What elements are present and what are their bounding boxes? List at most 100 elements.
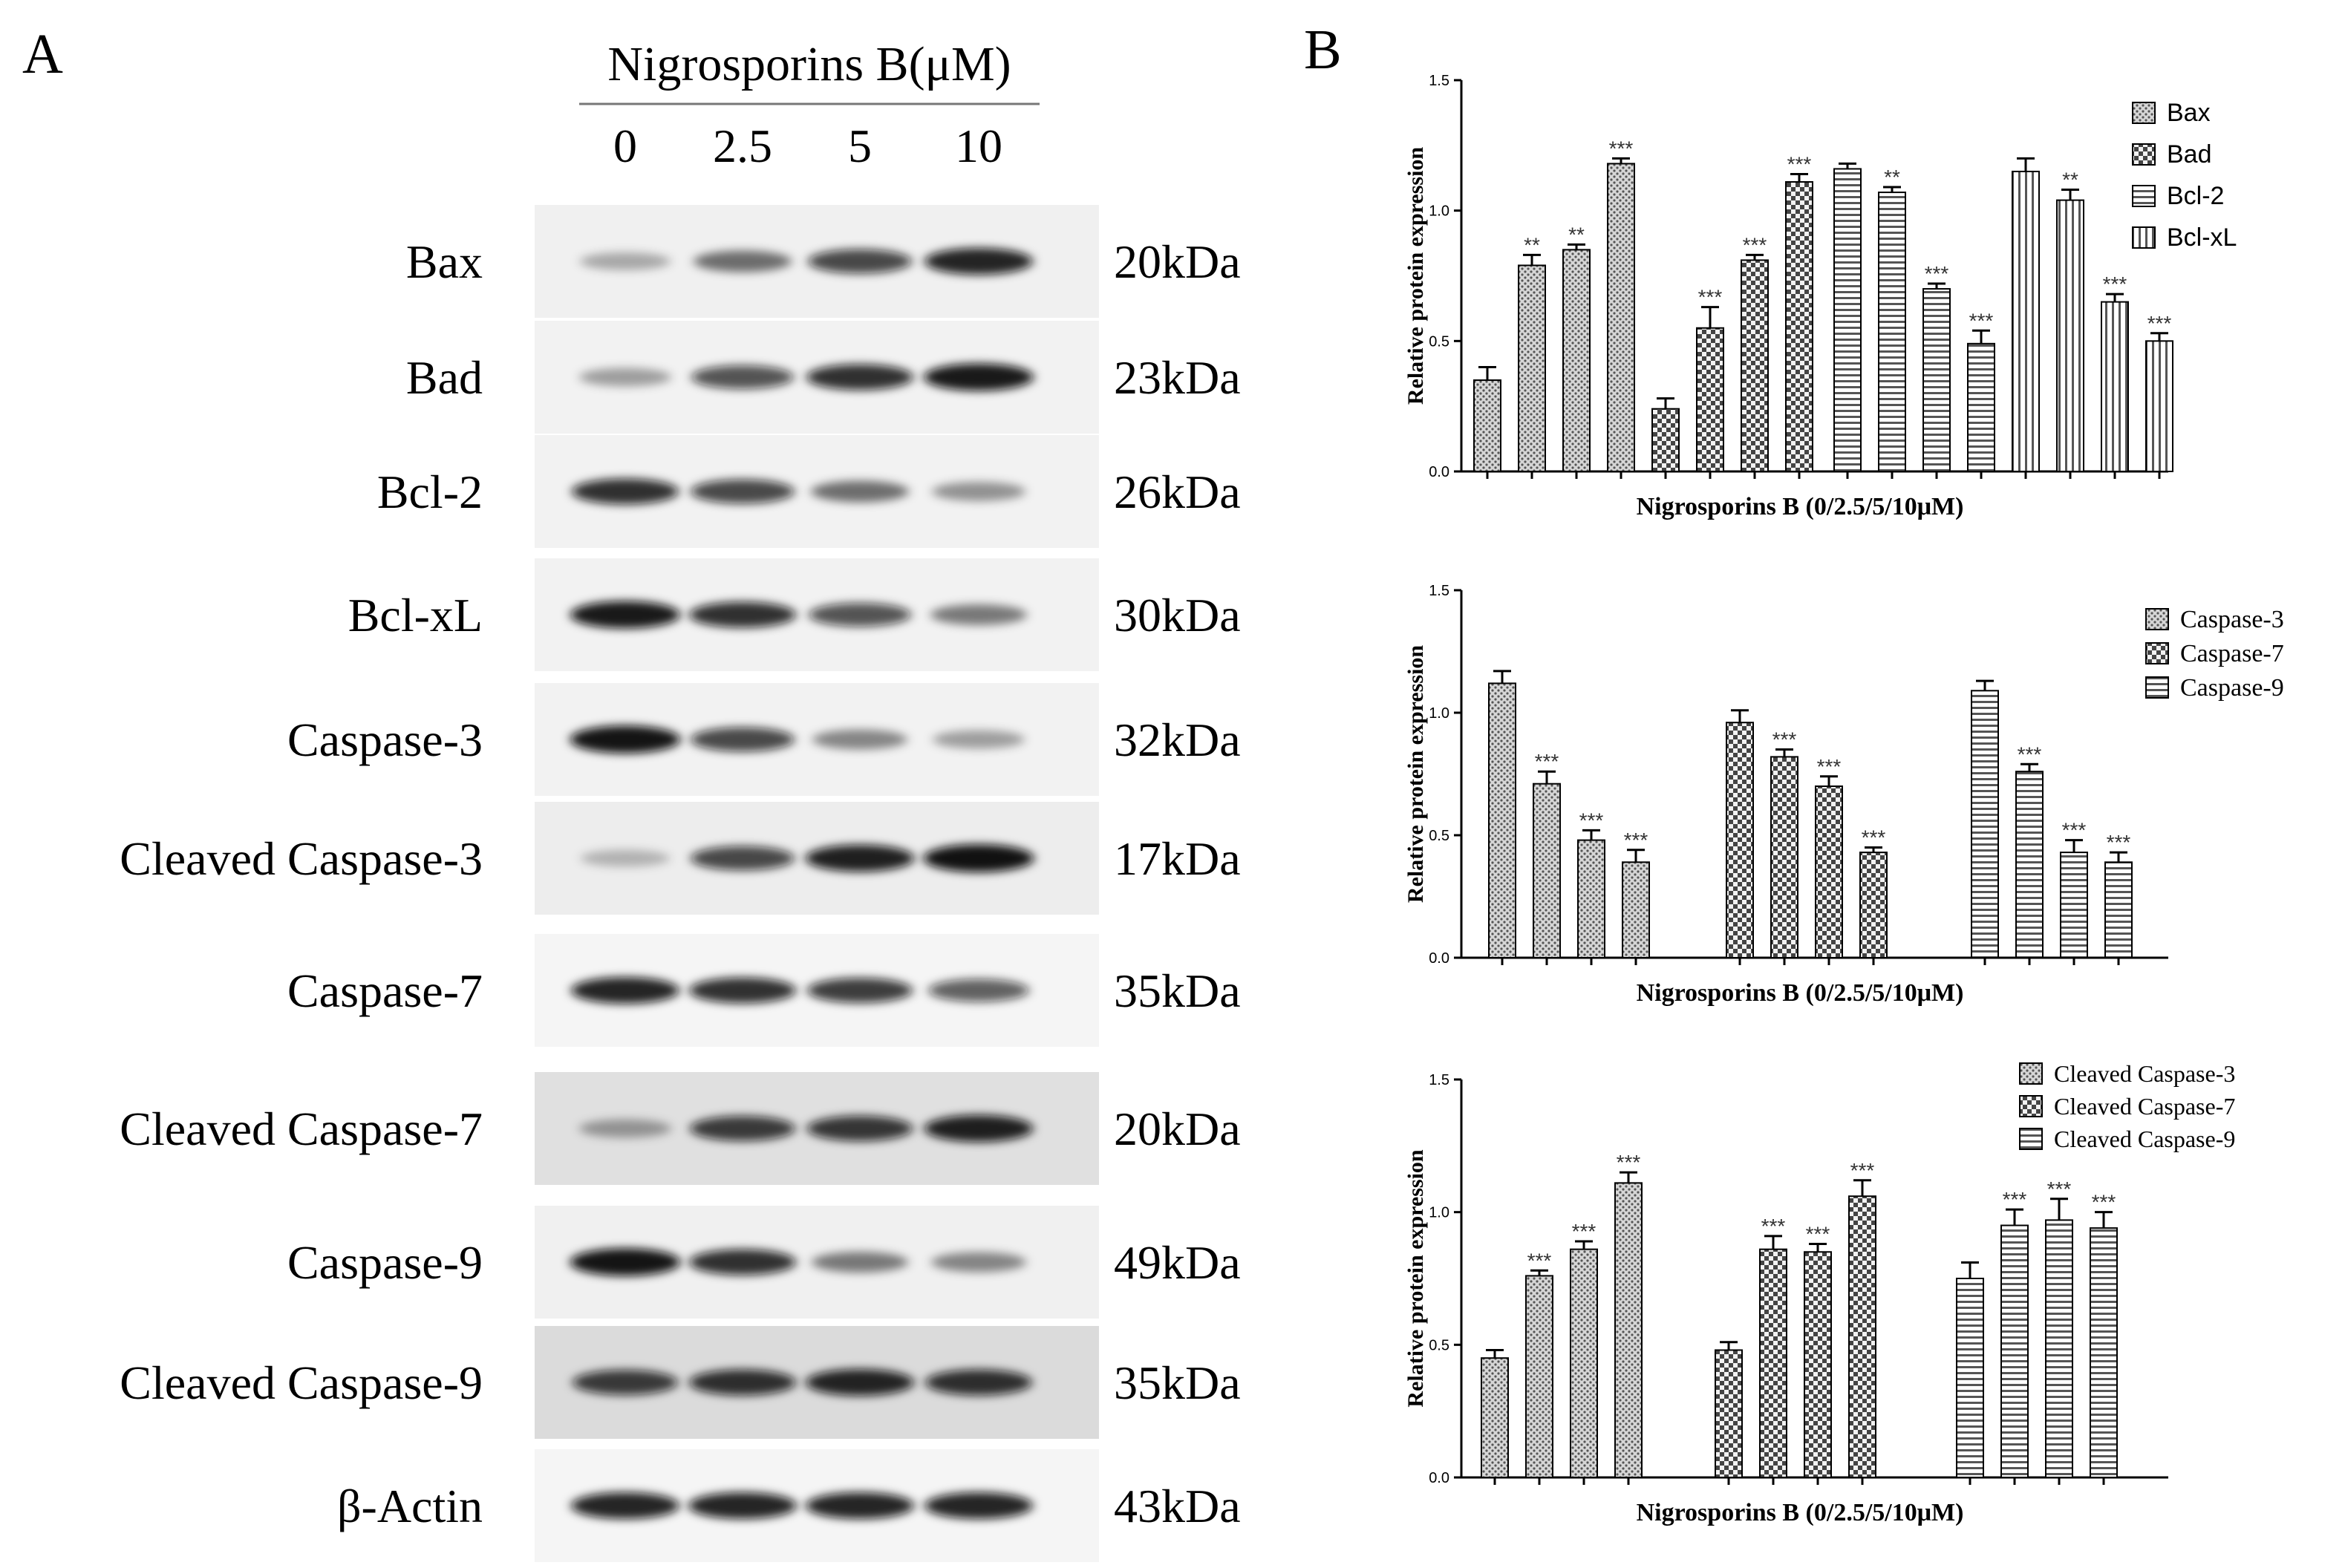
significance-marker: *** [1579, 808, 1604, 832]
y-tick-label: 1.5 [1429, 1072, 1449, 1088]
kda-label: 26kDa [1114, 466, 1241, 518]
significance-marker: *** [1817, 755, 1842, 778]
blot-band [812, 1252, 908, 1273]
kda-label: 32kDa [1114, 713, 1241, 766]
blot-band [690, 1116, 795, 1141]
legend-swatch [2019, 1128, 2043, 1150]
legend-label: Caspase-7 [2180, 640, 2284, 667]
blot-row: Cleaved Caspase-7 20kDa [120, 1072, 1241, 1185]
protein-label: Caspase-3 [287, 713, 483, 766]
dose-label: 10 [955, 120, 1002, 172]
significance-marker: *** [2092, 1191, 2116, 1214]
protein-label: β-Actin [337, 1480, 483, 1532]
bar [1518, 264, 1546, 472]
blot-band [691, 727, 795, 752]
blot-band [571, 977, 679, 1004]
bar [2012, 170, 2040, 472]
blot-band [579, 1119, 671, 1138]
blot-row: Bad 23kDa [406, 321, 1241, 434]
legend-swatch [2132, 143, 2156, 166]
x-axis-label: Nigrosporins B (0/2.5/5/10μM) [1637, 979, 1964, 1007]
blot-band [572, 478, 679, 505]
kda-label: 20kDa [1114, 235, 1241, 288]
legend-label: Caspase-3 [2180, 606, 2284, 633]
significance-marker: *** [1572, 1220, 1597, 1243]
bar [2104, 861, 2133, 959]
charts: 0.0 0.5 1.0 1.5 Relative protein expression N… [1403, 73, 2284, 1526]
bar [1481, 1357, 1509, 1478]
blot-band [691, 365, 794, 389]
kda-label: 35kDa [1114, 964, 1241, 1017]
bar [1922, 288, 1951, 473]
bar [1759, 1248, 1787, 1479]
kda-label: 23kDa [1114, 351, 1241, 404]
blot-band [806, 1115, 913, 1142]
kda-label: 20kDa [1114, 1102, 1241, 1155]
legend-swatch [2132, 226, 2156, 249]
y-tick-label: 0.5 [1429, 333, 1449, 350]
bar [1607, 163, 1635, 472]
blot-row: Bcl-2 26kDa [377, 435, 1241, 548]
legend-label: Bcl-2 [2167, 182, 2224, 210]
bar [1715, 1349, 1743, 1478]
significance-marker: ** [1524, 233, 1540, 256]
bar [2015, 771, 2044, 958]
y-tick-label: 0.0 [1429, 1470, 1449, 1486]
x-axis-label: Nigrosporins B (0/2.5/5/10μM) [1637, 1499, 1964, 1526]
significance-marker: *** [1772, 728, 1797, 751]
significance-marker: *** [1527, 1249, 1552, 1272]
blot-band [930, 604, 1027, 625]
blot-band [689, 601, 796, 628]
significance-marker: *** [1609, 137, 1634, 160]
bar [1577, 839, 1605, 958]
significance-marker: *** [1761, 1215, 1786, 1238]
bar [2145, 340, 2173, 473]
protein-label: Bad [406, 351, 483, 404]
dose-label: 5 [848, 120, 872, 172]
blot-band [928, 979, 1029, 1002]
significance-marker: *** [1698, 286, 1723, 309]
significance-marker: *** [2147, 312, 2172, 335]
bar [1726, 722, 1754, 958]
blot-band [581, 849, 670, 867]
blot-row: Bax 20kDa [406, 205, 1241, 318]
blot-band [925, 1369, 1032, 1396]
blot-band [806, 1369, 914, 1396]
protein-label: Bcl-xL [348, 589, 483, 641]
blot-band [691, 479, 795, 504]
kda-label: 30kDa [1114, 589, 1241, 641]
bar [1785, 181, 1813, 473]
significance-marker: *** [2003, 1188, 2027, 1211]
treatment-label: Nigrosporins B(μM) [607, 37, 1011, 91]
x-axis-label: Nigrosporins B (0/2.5/5/10μM) [1637, 493, 1964, 520]
blot-band [689, 977, 796, 1004]
bar [1614, 1182, 1643, 1478]
legend-swatch [2145, 642, 2169, 664]
blot-row: β-Actin 43kDa [337, 1449, 1241, 1562]
y-tick-label: 1.0 [1429, 705, 1449, 722]
protein-label: Bax [406, 235, 483, 288]
y-tick-label: 0.0 [1429, 464, 1449, 480]
blot-band [923, 844, 1034, 872]
bar [1651, 408, 1680, 472]
bar [1967, 342, 1995, 473]
bar [1971, 690, 1999, 958]
blot-band [571, 1492, 679, 1519]
blot-band [805, 844, 915, 872]
bar [1533, 783, 1561, 958]
y-axis-label: Relative protein expression [1403, 147, 1428, 405]
bar [2056, 199, 2084, 472]
blot-band [811, 480, 909, 503]
significance-marker: *** [1850, 1159, 1875, 1182]
kda-label: 49kDa [1114, 1236, 1241, 1289]
y-tick-label: 0.0 [1429, 950, 1449, 967]
kda-label: 17kDa [1114, 832, 1241, 885]
bar [2101, 301, 2129, 472]
kda-label: 35kDa [1114, 1356, 1241, 1409]
significance-marker: *** [1743, 233, 1767, 256]
legend-swatch [2145, 676, 2169, 699]
y-axis-label: Relative protein expression [1403, 1149, 1428, 1408]
significance-marker: *** [2103, 272, 2127, 295]
blot-band [579, 368, 671, 387]
legend-label: Cleaved Caspase-9 [2054, 1126, 2235, 1152]
